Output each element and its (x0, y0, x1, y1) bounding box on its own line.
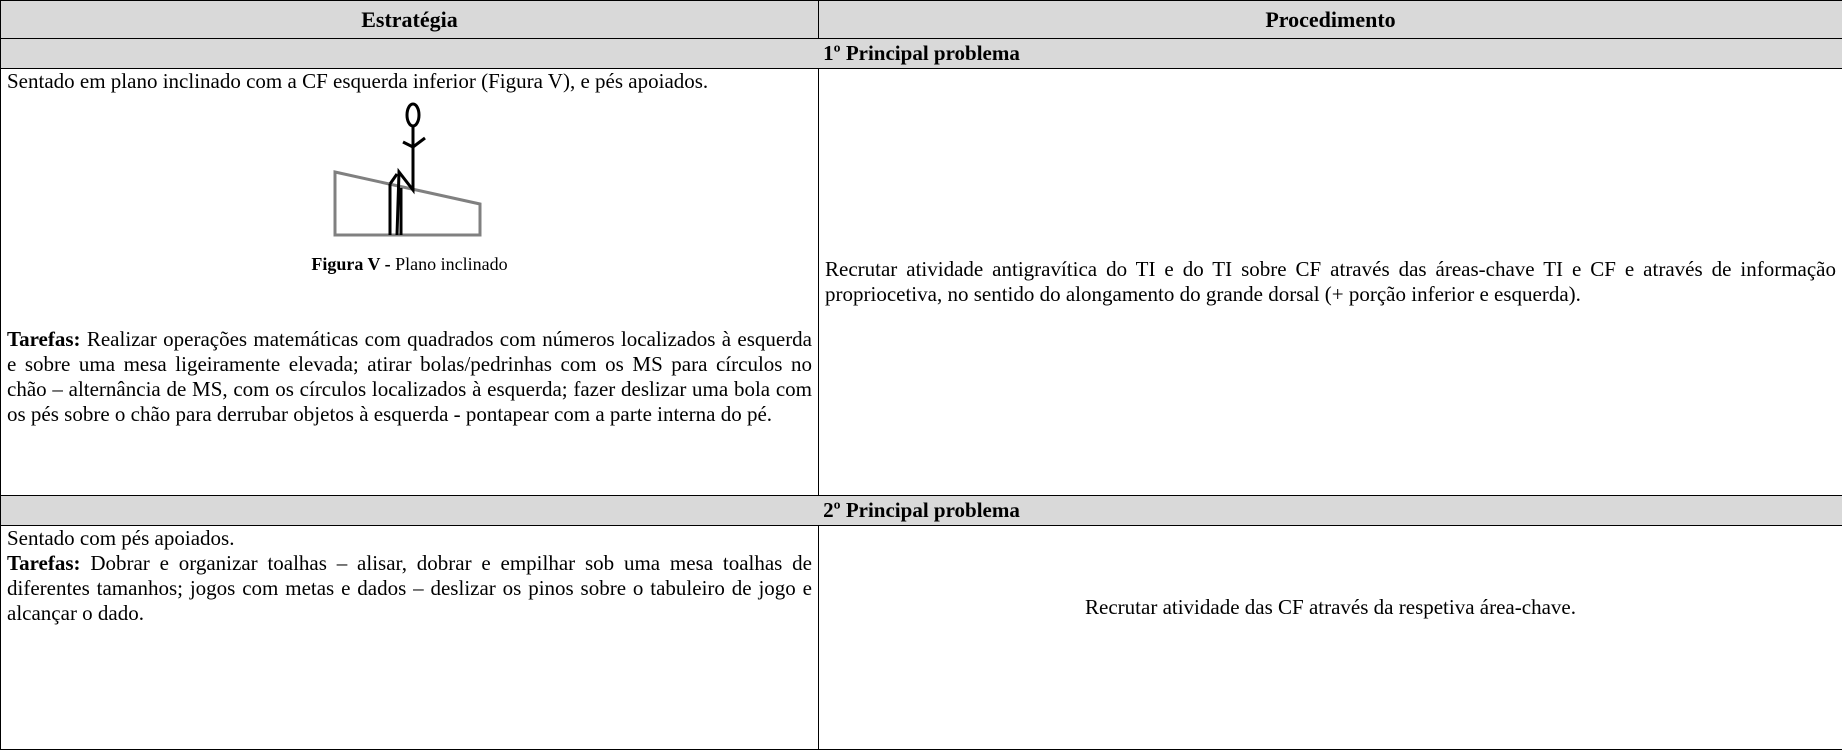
figure-caption: Figura V - Plano inclinado (7, 252, 812, 277)
tasks: Tarefas: Realizar operações matemáticas … (7, 327, 812, 427)
header-row: Estratégia Procedimento (0, 0, 1842, 39)
tasks-text: Dobrar e organizar toalhas – alisar, dob… (7, 551, 812, 625)
tasks-label: Tarefas: (7, 327, 81, 351)
tasks-text: Realizar operações matemáticas com quadr… (7, 327, 813, 426)
header-cell: Estratégia (0, 0, 819, 39)
caption-text: Plano inclinado (395, 254, 508, 274)
strategy-cell: Sentado em plano inclinado com a CF esqu… (0, 68, 819, 496)
section-row: 1º Principal problema (0, 38, 1842, 69)
section-row: 2º Principal problema (0, 495, 1842, 526)
header-cell: Procedimento (818, 0, 1842, 39)
tasks: Tarefas: Dobrar e organizar toalhas – al… (7, 551, 812, 626)
caption-label: Figura V - (311, 254, 391, 274)
content-row: Sentado com pés apoiados. Tarefas: Dobra… (0, 525, 1842, 750)
content-row: Sentado em plano inclinado com a CF esqu… (0, 68, 1842, 496)
procedure-cell: Recrutar atividade antigravítica do TI e… (818, 68, 1842, 496)
intro: Sentado em plano inclinado com a CF esqu… (7, 69, 709, 93)
tasks-label: Tarefas: (7, 551, 81, 575)
intro: Sentado com pés apoiados. (7, 526, 235, 550)
procedure-cell: Recrutar atividade das CF através da res… (818, 525, 1842, 750)
strategy-cell: Sentado com pés apoiados. Tarefas: Dobra… (0, 525, 819, 750)
figure (333, 102, 481, 237)
section-title: 1º Principal problema (0, 38, 1842, 69)
section-title: 2º Principal problema (0, 495, 1842, 526)
